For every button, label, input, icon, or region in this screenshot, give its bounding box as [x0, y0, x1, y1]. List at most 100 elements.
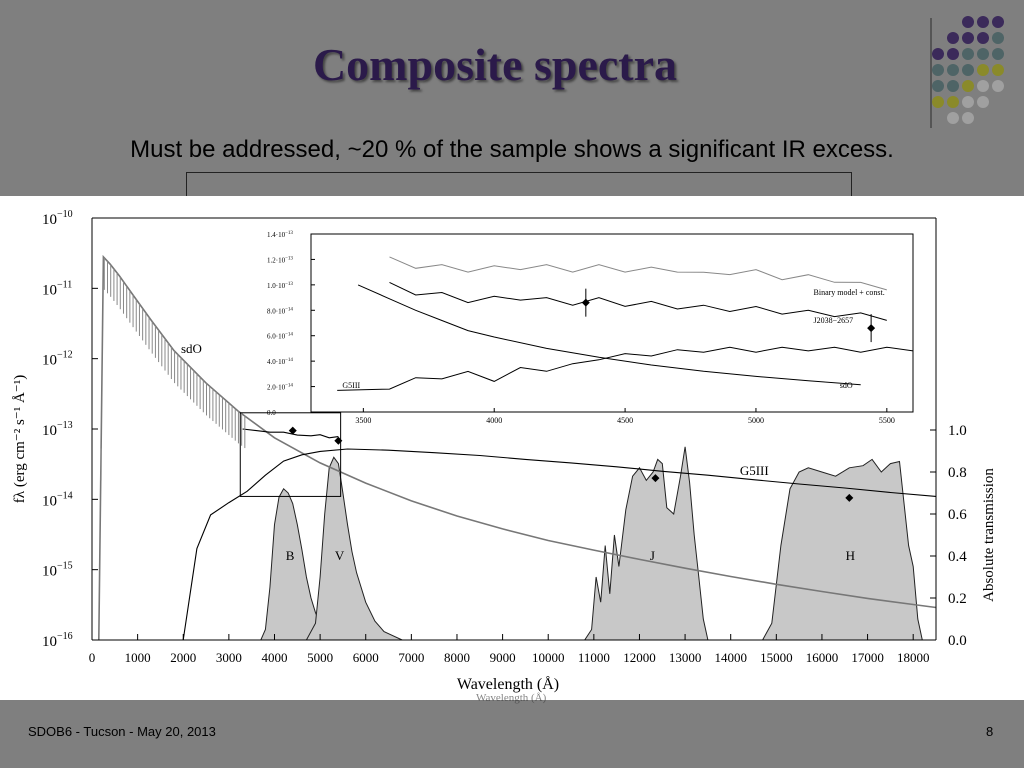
y2-tick-label: 0.8: [948, 465, 967, 481]
inset-label-j2038: J2038−2657: [814, 316, 854, 325]
inset-x-tick-label: 4000: [486, 416, 502, 425]
inset-series-j2038-2657-line: [389, 281, 887, 321]
decorative-dot: [932, 96, 944, 108]
photometry-point: [651, 474, 660, 483]
decorative-dot: [962, 112, 974, 124]
x-tick-label: 4000: [261, 650, 287, 665]
y-tick-label: 10−12: [42, 350, 73, 369]
ghost-axis-caption: Wavelength (Å): [476, 692, 547, 704]
photometry-point: [288, 426, 297, 435]
x-tick-label: 18000: [897, 650, 930, 665]
decorative-dot: [977, 80, 989, 92]
decorative-dot: [992, 16, 1004, 28]
photometry-point: [334, 436, 343, 445]
x-tick-label: 13000: [669, 650, 702, 665]
y2-tick-label: 0.2: [948, 591, 967, 607]
series-label-sdo: sdO: [181, 341, 202, 356]
x-tick-label: 8000: [444, 650, 470, 665]
x-tick-label: 2000: [170, 650, 196, 665]
x-tick-label: 16000: [806, 650, 839, 665]
y-tick-label: 10−15: [42, 561, 73, 580]
series-g5iii-line: [182, 448, 937, 641]
y-axis-title: fλ (erg cm⁻² s⁻¹ Å⁻¹): [12, 375, 28, 503]
inset-y-tick-label: 1.4·10−13: [267, 231, 293, 239]
decorative-dot: [932, 48, 944, 60]
decorative-dot: [932, 64, 944, 76]
x-tick-label: 5000: [307, 650, 333, 665]
x-tick-label: 15000: [760, 650, 793, 665]
slide-title: Composite spectra: [312, 39, 678, 90]
inset-label-binary: Binary model + const.: [814, 288, 885, 297]
decorative-dot-grid: [932, 16, 1004, 124]
inset-frame: [310, 233, 914, 413]
decorative-dot: [962, 96, 974, 108]
x-tick-label: 10000: [532, 650, 565, 665]
filter-H-label: H: [846, 548, 855, 563]
decorative-dot: [947, 48, 959, 60]
y-tick-label: 10−14: [42, 490, 73, 509]
zoom-region-box: [239, 412, 342, 497]
y-tick-label: 10−10: [42, 209, 73, 228]
inset-y-tick-label: 8.0·10−14: [267, 307, 293, 315]
inset-chart: Binary model + const. J2038−2657 sdO G5III 3…: [267, 231, 914, 425]
slide-subtitle: Must be addressed, ~20 % of the sample s…: [130, 136, 894, 163]
x-tick-label: 17000: [851, 650, 884, 665]
decorative-dot: [962, 32, 974, 44]
background-figure-frame: [186, 172, 852, 213]
x-tick-label: 11000: [578, 650, 610, 665]
main-axes: 0 1000 2000 3000 4000 5000 6000 7000 8000 9000 100…: [12, 209, 997, 693]
inset-y-tick-label: 4.0·10−14: [267, 358, 293, 366]
y2-tick-label: 0.0: [948, 633, 967, 649]
filter-J-label: J: [650, 548, 655, 563]
series-sdo-line: [98, 254, 937, 641]
inset-y-tick-label: 0.0: [267, 409, 276, 417]
decorative-dot: [962, 48, 974, 60]
inset-x-tick-label: 4500: [617, 416, 633, 425]
inset-series-sdo-line: [357, 284, 861, 386]
y2-tick-label: 0.6: [948, 507, 967, 523]
y-tick-label: 10−11: [42, 279, 72, 298]
filter-V-band: [305, 456, 403, 641]
inset-photometry-point: [581, 298, 590, 307]
inset-x-tick-label: 3500: [355, 416, 371, 425]
inset-y-tick-label: 1.0·10−13: [267, 282, 293, 290]
decorative-dot: [947, 112, 959, 124]
decorative-dot: [947, 64, 959, 76]
inset-label-sdo: sdO: [840, 381, 853, 390]
decorative-dot: [977, 64, 989, 76]
x-tick-label: 14000: [714, 650, 747, 665]
spectrum-series: [98, 254, 937, 641]
inset-series-g5iii-line: [337, 346, 914, 391]
decorative-dot: [947, 80, 959, 92]
series-binary-model-const--line: [242, 428, 339, 439]
decorative-dot: [947, 96, 959, 108]
decorative-dot: [962, 16, 974, 28]
decorative-dot: [992, 32, 1004, 44]
decorative-dot: [977, 32, 989, 44]
footer-text: SDOB6 - Tucson - May 20, 2013: [28, 724, 216, 739]
x-tick-label: 9000: [490, 650, 516, 665]
x-tick-label: 12000: [623, 650, 656, 665]
decorative-dot: [932, 80, 944, 92]
x-axis-title: Wavelength (Å): [457, 675, 559, 693]
page-number: 8: [986, 724, 994, 739]
inset-x-tick-label: 5000: [748, 416, 764, 425]
y2-axis-title: Absolute transmission: [981, 468, 997, 602]
series-label-g5iii: G5III: [740, 463, 769, 478]
decorative-dot: [977, 16, 989, 28]
y2-tick-label: 1.0: [948, 423, 967, 439]
decorative-dot: [962, 80, 974, 92]
inset-x-tick-label: 5500: [879, 416, 895, 425]
photometry-point: [845, 493, 854, 502]
y2-tick-label: 0.4: [948, 549, 967, 565]
filter-H-band: [761, 458, 923, 641]
inset-y-tick-label: 1.2·10−13: [267, 256, 293, 264]
inset-y-tick-label: 6.0·10−14: [267, 333, 293, 341]
x-tick-label: 1000: [125, 650, 151, 665]
decorative-dot: [962, 64, 974, 76]
inset-photometry-point: [867, 324, 876, 333]
filter-B-label: B: [286, 548, 295, 563]
